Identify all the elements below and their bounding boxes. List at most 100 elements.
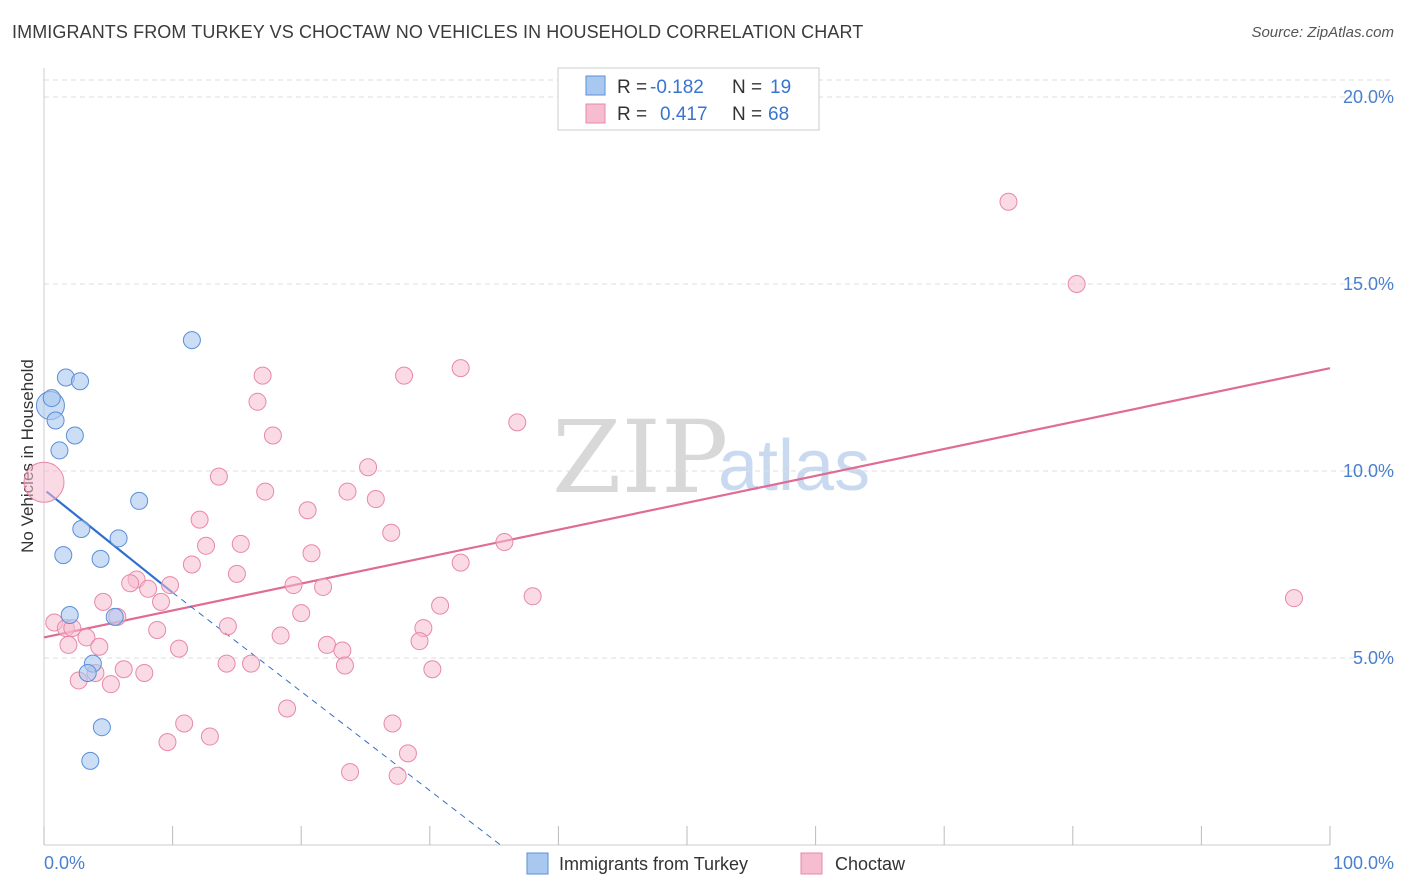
watermark-zip: ZIP — [552, 399, 728, 516]
turkey-point-4 — [71, 372, 90, 391]
choctaw-point-66 — [341, 763, 360, 782]
turkey-point-6 — [50, 441, 69, 460]
choctaw-point-30 — [523, 587, 542, 606]
choctaw-point-59 — [101, 675, 120, 694]
choctaw-point-8 — [359, 458, 378, 477]
legend-r-label-2: R = — [617, 104, 647, 125]
choctaw-point-27 — [284, 576, 303, 595]
choctaw-point-43 — [271, 626, 290, 645]
turkey-points — [35, 331, 201, 770]
turkey-point-11 — [54, 546, 73, 565]
choctaw-point-21 — [182, 555, 201, 574]
choctaw-point-44 — [77, 628, 96, 647]
choctaw-point-23 — [227, 564, 246, 583]
choctaw-point-34 — [431, 596, 450, 615]
choctaw-point-16 — [382, 523, 401, 542]
turkey-point-7 — [65, 426, 84, 445]
choctaw-point-55 — [114, 660, 133, 679]
choctaw-point-46 — [317, 635, 336, 654]
legend-r-value-1: -0.182 — [650, 77, 704, 98]
choctaw-point-33 — [152, 592, 171, 611]
turkey-point-16 — [78, 663, 97, 682]
choctaw-point-11 — [256, 482, 275, 501]
y-axis-label: No Vehicles in Household — [18, 359, 37, 553]
choctaw-point-0 — [999, 192, 1018, 211]
correlation-legend: R = -0.182 N = 19 R = 0.417 N = 68 — [557, 67, 820, 131]
choctaw-point-49 — [170, 639, 189, 658]
turkey-point-18 — [81, 751, 100, 770]
choctaw-point-3 — [395, 366, 414, 385]
x-tick-labels: 0.0% 100.0% — [44, 853, 1394, 873]
choctaw-point-63 — [200, 727, 219, 746]
turkey-point-9 — [72, 519, 91, 538]
x-tick-label-end: 100.0% — [1333, 853, 1394, 873]
watermark-atlas: atlas — [718, 426, 870, 506]
choctaw-point-20 — [302, 544, 321, 563]
choctaw-point-1 — [1067, 275, 1086, 293]
choctaw-point-4 — [451, 359, 470, 378]
choctaw-point-29 — [139, 579, 158, 598]
choctaw-point-64 — [158, 733, 177, 752]
choctaw-point-52 — [242, 654, 261, 673]
turkey-point-10 — [109, 529, 128, 548]
chart-title: IMMIGRANTS FROM TURKEY VS CHOCTAW NO VEH… — [12, 22, 864, 42]
choctaw-point-60 — [278, 699, 297, 718]
choctaw-point-13 — [366, 490, 385, 509]
choctaw-point-42 — [148, 620, 167, 639]
legend-n-value-1: 19 — [770, 77, 791, 98]
choctaw-point-67 — [388, 766, 407, 785]
turkey-point-5 — [182, 331, 201, 350]
y-tick-label-3: 20.0% — [1343, 87, 1394, 107]
turkey-point-14 — [105, 607, 124, 626]
choctaw-point-61 — [383, 714, 402, 733]
choctaw-point-35 — [292, 604, 311, 623]
choctaw-point-31 — [1284, 589, 1303, 608]
choctaw-point-5 — [248, 392, 267, 411]
bottom-legend-swatch-turkey — [526, 852, 549, 875]
choctaw-point-53 — [335, 656, 354, 675]
choctaw-point-19 — [495, 533, 514, 552]
choctaw-point-65 — [398, 744, 417, 763]
legend-swatch-turkey — [585, 75, 606, 96]
choctaw-point-51 — [217, 654, 236, 673]
choctaw-point-17 — [231, 534, 250, 553]
y-tick-labels: 5.0% 10.0% 15.0% 20.0% — [1343, 87, 1394, 668]
legend-r-value-2: 0.417 — [660, 104, 708, 125]
y-tick-label-2: 15.0% — [1343, 274, 1394, 294]
choctaw-point-40 — [218, 617, 237, 636]
choctaw-point-12 — [338, 482, 357, 501]
legend-r-label-1: R = — [617, 77, 647, 98]
choctaw-point-10 — [23, 461, 65, 503]
gridlines — [44, 79, 1394, 659]
axes — [43, 68, 1331, 846]
series-legend: Immigrants from Turkey Choctaw — [526, 852, 906, 875]
choctaw-point-28 — [314, 577, 333, 596]
x-tick-label-start: 0.0% — [44, 853, 85, 873]
choctaw-point-47 — [59, 635, 78, 654]
choctaw-point-45 — [410, 632, 429, 651]
turkey-trend-line — [45, 490, 174, 594]
bottom-legend-label-choctaw: Choctaw — [835, 854, 906, 874]
legend-n-value-2: 68 — [768, 104, 789, 125]
choctaw-point-18 — [197, 536, 216, 555]
choctaw-point-14 — [298, 501, 317, 520]
y-tick-label-0: 5.0% — [1353, 648, 1394, 668]
choctaw-point-6 — [508, 413, 527, 432]
choctaw-point-15 — [190, 510, 209, 529]
turkey-point-13 — [60, 605, 79, 624]
source-credit: Source: ZipAtlas.com — [1251, 24, 1394, 41]
choctaw-point-56 — [135, 663, 154, 682]
turkey-point-8 — [130, 491, 149, 510]
legend-swatch-choctaw — [585, 103, 606, 124]
choctaw-point-2 — [253, 366, 272, 385]
choctaw-point-25 — [121, 574, 140, 593]
legend-n-label-1: N = — [732, 77, 762, 98]
turkey-point-1 — [42, 389, 61, 408]
turkey-point-12 — [91, 549, 110, 568]
y-tick-label-1: 10.0% — [1343, 461, 1394, 481]
turkey-point-2 — [46, 411, 65, 430]
choctaw-trend-line — [43, 367, 1331, 639]
choctaw-point-7 — [263, 426, 282, 445]
choctaw-point-22 — [451, 553, 470, 572]
